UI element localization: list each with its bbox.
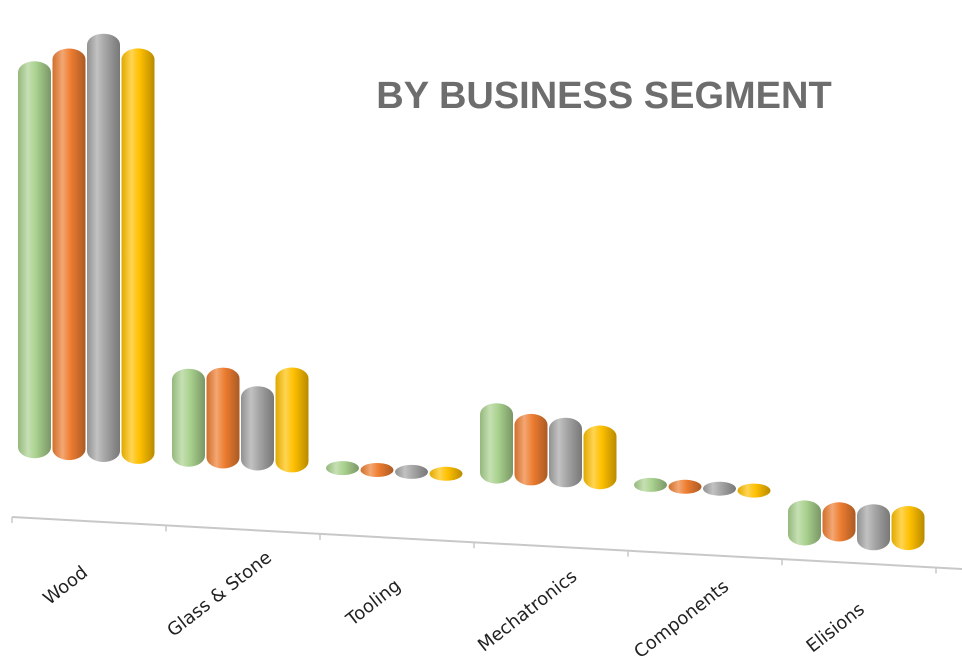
category-label: Elisions <box>803 599 869 657</box>
bar <box>275 367 309 473</box>
bar <box>480 403 513 484</box>
axis-ticks <box>11 517 937 574</box>
bar <box>549 417 582 488</box>
bar <box>891 506 925 551</box>
bar <box>857 504 890 551</box>
bar <box>326 461 359 476</box>
category-label: Wood <box>39 562 91 609</box>
bar <box>360 463 394 477</box>
bar <box>121 48 155 464</box>
bar <box>241 386 274 471</box>
category-axis <box>11 516 962 570</box>
bar <box>87 33 120 462</box>
category-label: Mechatronics <box>474 566 581 656</box>
chart-title: BY BUSINESS SEGMENT <box>376 75 831 117</box>
bar <box>634 477 667 492</box>
bar <box>668 479 702 494</box>
bar <box>395 464 428 479</box>
category-label: Components <box>630 576 733 663</box>
category-labels: Wood Glass & Stone Tooling Mechatronics Comp… <box>39 547 868 663</box>
bar <box>703 481 736 496</box>
bar <box>429 466 463 481</box>
category-label: Tooling <box>342 575 405 631</box>
category-label: Glass & Stone <box>163 547 275 641</box>
bar <box>206 367 240 469</box>
bar <box>822 502 856 542</box>
bar <box>788 500 821 546</box>
bar <box>18 61 51 459</box>
bars <box>18 33 925 551</box>
bar <box>514 413 548 486</box>
bar <box>583 425 617 490</box>
bar <box>52 48 86 461</box>
bar <box>172 368 205 467</box>
bar <box>737 483 771 498</box>
